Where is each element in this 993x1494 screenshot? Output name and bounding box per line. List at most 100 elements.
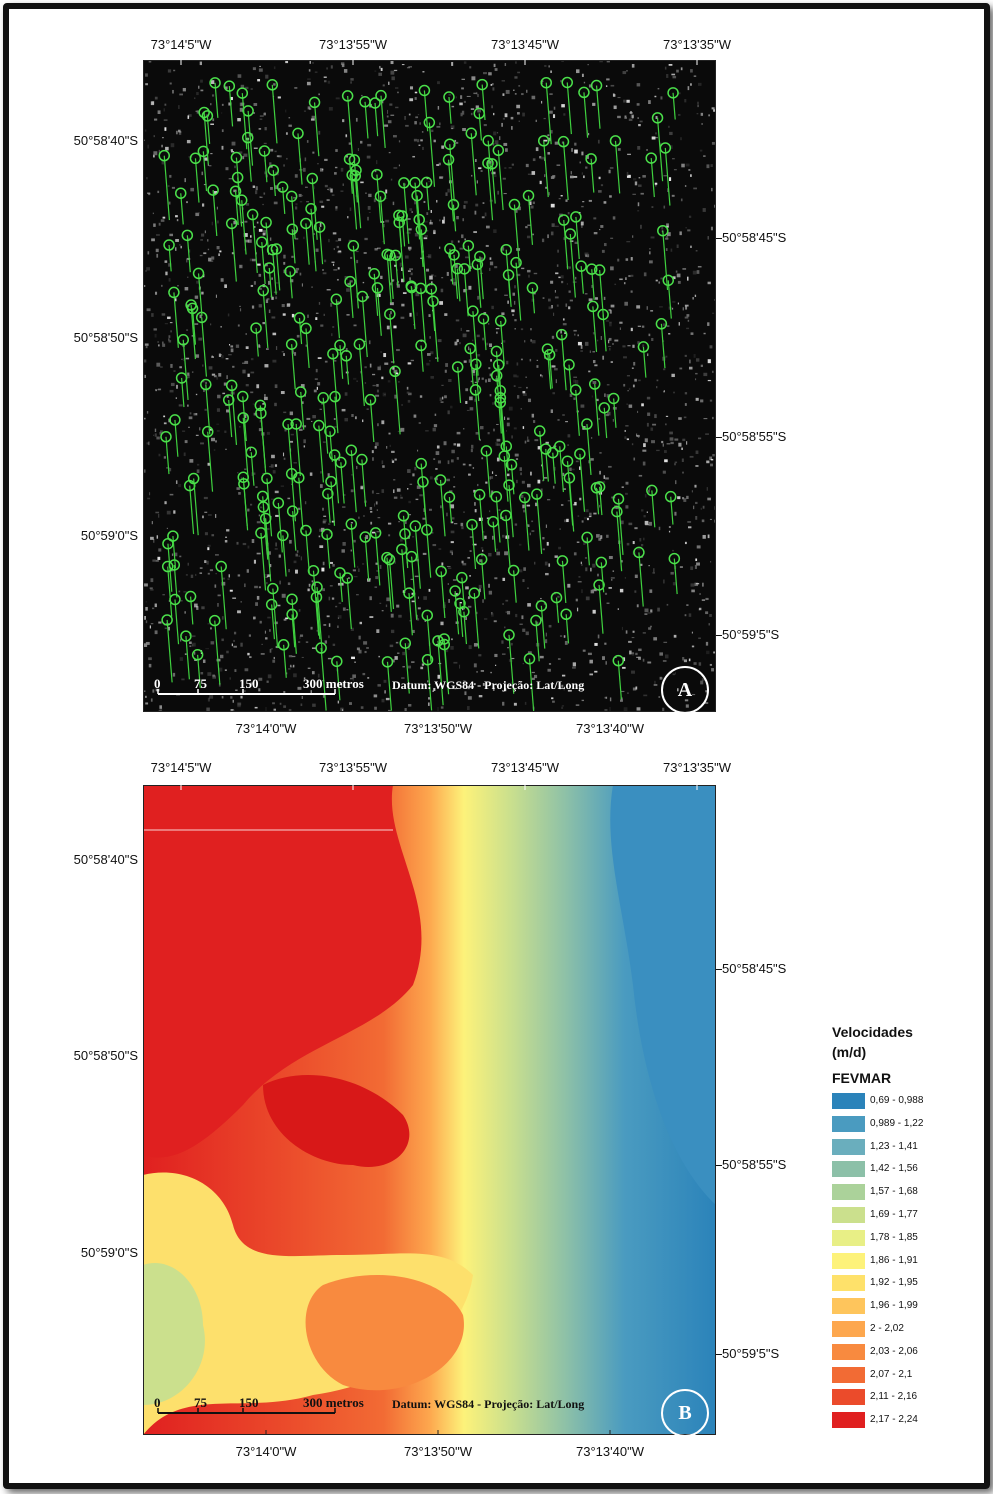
speckle xyxy=(586,597,590,601)
speckle xyxy=(237,472,238,473)
speckle xyxy=(664,459,668,462)
speckle xyxy=(397,653,399,654)
speckle xyxy=(547,669,550,672)
speckle xyxy=(145,73,148,76)
speckle xyxy=(391,76,394,80)
speckle xyxy=(207,561,209,565)
speckle xyxy=(505,113,508,117)
speckle xyxy=(321,568,324,572)
speckle xyxy=(465,401,467,404)
speckle xyxy=(436,200,437,203)
speckle xyxy=(342,64,345,67)
speckle xyxy=(454,523,457,524)
speckle xyxy=(152,559,155,561)
speckle xyxy=(241,601,242,602)
speckle xyxy=(544,118,546,119)
speckle xyxy=(288,582,290,585)
speckle xyxy=(607,603,610,604)
speckle xyxy=(254,560,256,564)
speckle xyxy=(150,537,154,540)
speckle xyxy=(162,313,166,315)
speckle xyxy=(253,67,256,70)
speckle xyxy=(695,565,697,566)
speckle xyxy=(576,705,580,706)
speckle xyxy=(314,390,317,393)
speckle xyxy=(286,132,288,135)
speckle xyxy=(474,502,476,506)
speckle xyxy=(167,317,171,319)
speckle xyxy=(638,435,639,438)
speckle xyxy=(710,464,713,467)
speckle xyxy=(583,175,584,178)
speckle xyxy=(330,585,333,586)
speckle xyxy=(705,598,708,600)
speckle xyxy=(667,326,670,327)
speckle xyxy=(549,625,552,628)
speckle xyxy=(625,425,628,426)
speckle xyxy=(212,94,214,96)
speckle xyxy=(211,80,214,84)
speckle xyxy=(226,651,229,654)
speckle xyxy=(269,629,271,632)
speckle xyxy=(710,561,711,562)
speckle xyxy=(557,419,559,420)
speckle xyxy=(145,83,148,85)
speckle xyxy=(540,374,541,376)
speckle xyxy=(648,565,649,566)
speckle xyxy=(204,497,208,499)
speckle xyxy=(471,175,472,177)
speckle xyxy=(363,515,365,516)
speckle xyxy=(198,212,200,213)
speckle xyxy=(588,133,589,135)
speckle xyxy=(488,378,491,382)
speckle xyxy=(532,414,534,418)
speckle xyxy=(582,520,584,522)
speckle xyxy=(596,399,598,401)
speckle xyxy=(376,629,379,633)
speckle xyxy=(390,645,393,647)
speckle xyxy=(210,103,211,105)
scale-label: 75 xyxy=(194,1396,207,1410)
speckle xyxy=(188,115,190,118)
speckle xyxy=(155,292,157,295)
speckle xyxy=(187,277,188,278)
speckle xyxy=(322,269,323,271)
speckle xyxy=(437,445,440,448)
speckle xyxy=(496,552,500,556)
speckle xyxy=(569,266,571,268)
speckle xyxy=(179,132,181,134)
speckle xyxy=(260,621,262,624)
speckle xyxy=(622,486,624,488)
speckle xyxy=(146,620,147,623)
speckle xyxy=(322,508,323,511)
speckle xyxy=(456,216,459,219)
speckle xyxy=(324,314,325,316)
speckle xyxy=(402,64,405,65)
speckle xyxy=(563,318,565,320)
speckle xyxy=(273,83,275,85)
speckle xyxy=(585,293,588,294)
speckle xyxy=(425,430,429,431)
speckle xyxy=(549,306,552,309)
speckle xyxy=(471,76,475,80)
speckle xyxy=(471,108,474,109)
speckle xyxy=(491,613,494,616)
speckle xyxy=(689,367,693,370)
speckle xyxy=(457,457,459,460)
speckle xyxy=(602,656,605,660)
speckle xyxy=(363,641,367,644)
speckle xyxy=(643,462,646,466)
speckle xyxy=(699,608,701,610)
speckle xyxy=(323,272,327,274)
speckle xyxy=(631,257,633,261)
speckle xyxy=(274,202,278,205)
speckle xyxy=(439,247,440,249)
speckle xyxy=(451,62,453,66)
speckle xyxy=(666,416,668,417)
legend-swatch xyxy=(832,1184,865,1200)
speckle xyxy=(177,285,179,286)
speckle xyxy=(196,111,198,112)
speckle xyxy=(177,219,178,221)
speckle xyxy=(383,353,386,357)
speckle xyxy=(333,264,334,266)
